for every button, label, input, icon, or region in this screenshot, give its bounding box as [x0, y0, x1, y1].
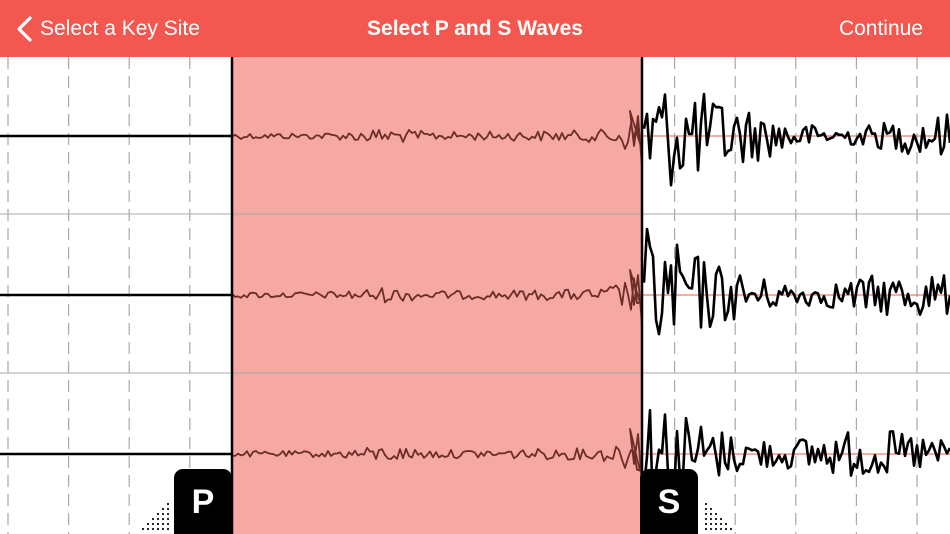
drag-dot	[161, 522, 165, 526]
drag-dot	[166, 522, 170, 526]
drag-dot	[166, 512, 170, 516]
drag-dot	[714, 512, 718, 516]
s-wave-trace	[642, 408, 950, 516]
drag-dot	[704, 507, 708, 511]
drag-dot	[724, 522, 728, 526]
drag-dot	[161, 512, 165, 516]
drag-handle-dots	[141, 502, 733, 531]
drag-dot	[704, 512, 708, 516]
chevron-left-icon	[17, 15, 32, 42]
drag-dot	[156, 517, 160, 521]
drag-dot	[156, 512, 160, 516]
drag-dot	[146, 522, 150, 526]
waveform-traces	[231, 92, 950, 516]
drag-dot	[719, 517, 723, 521]
drag-dot	[729, 527, 733, 531]
p-wave-marker-label: P	[191, 483, 215, 521]
drag-dot	[151, 517, 155, 521]
drag-dot	[704, 502, 708, 506]
drag-dot	[141, 527, 145, 531]
seismogram-plot	[0, 57, 950, 534]
drag-dot	[156, 522, 160, 526]
s-wave-marker-label: S	[657, 483, 681, 521]
drag-dot	[704, 522, 708, 526]
p-coda-trace	[231, 110, 643, 167]
drag-dot	[709, 512, 713, 516]
drag-dot	[161, 527, 165, 531]
back-button-label: Select a Key Site	[40, 16, 200, 40]
p-wave-marker-handle[interactable]: P	[174, 469, 232, 534]
drag-dot	[719, 522, 723, 526]
s-wave-trace	[642, 92, 950, 187]
continue-button[interactable]: Continue	[838, 17, 923, 40]
drag-dot	[714, 517, 718, 521]
drag-dot	[704, 517, 708, 521]
back-button[interactable]: Select a Key Site	[14, 0, 200, 57]
drag-dot	[704, 527, 708, 531]
s-wave-trace	[642, 227, 950, 336]
drag-dot	[709, 527, 713, 531]
pre-p-baselines	[0, 134, 232, 456]
drag-dot	[724, 527, 728, 531]
drag-dot	[714, 527, 718, 531]
drag-dot	[714, 522, 718, 526]
p-coda-trace	[231, 428, 643, 485]
s-wave-marker-handle[interactable]: S	[640, 469, 698, 534]
drag-dot	[156, 527, 160, 531]
drag-dot	[161, 507, 165, 511]
drag-dot	[166, 502, 170, 506]
drag-dot	[166, 527, 170, 531]
channel-dividers	[0, 213, 950, 374]
drag-dot	[161, 517, 165, 521]
drag-dot	[151, 527, 155, 531]
drag-dot	[146, 527, 150, 531]
navigation-bar: Select a Key Site Select P and S Waves C…	[0, 0, 950, 57]
drag-dot	[719, 527, 723, 531]
drag-dot	[709, 507, 713, 511]
drag-dot	[709, 517, 713, 521]
drag-dot	[166, 507, 170, 511]
drag-dot	[166, 517, 170, 521]
drag-dot	[709, 522, 713, 526]
drag-dot	[151, 522, 155, 526]
p-coda-trace	[231, 269, 643, 326]
